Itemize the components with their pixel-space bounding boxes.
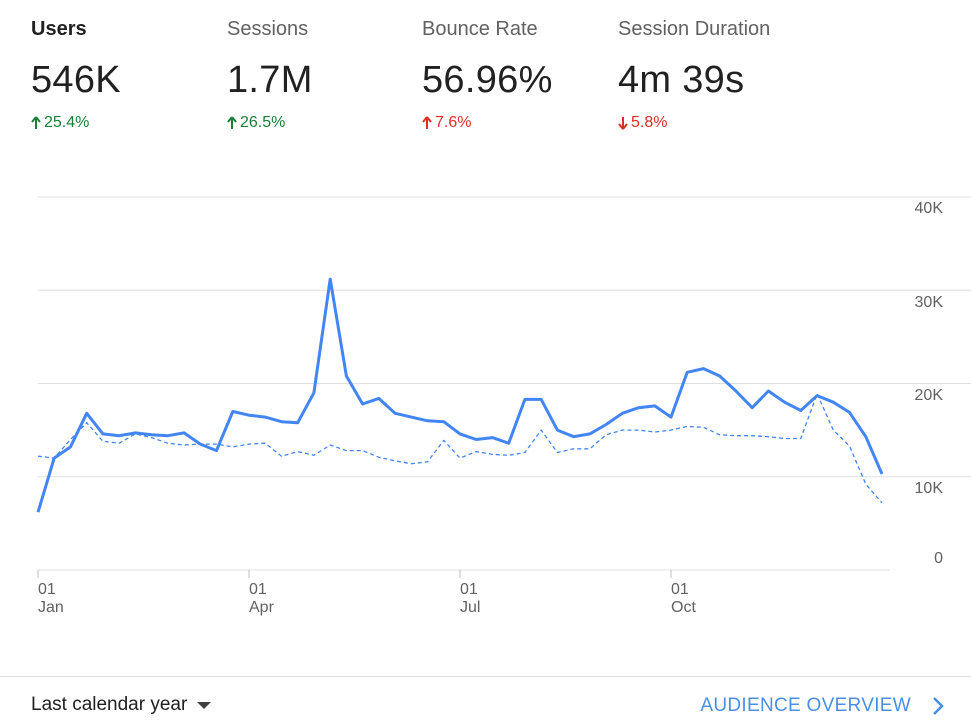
metric-value: 546K xyxy=(31,59,121,101)
metric-label: Sessions xyxy=(227,18,309,40)
metric-change-value: 7.6% xyxy=(435,114,472,131)
y-tick-label: 0 xyxy=(934,550,943,567)
x-tick-month: Oct xyxy=(671,599,696,616)
metric-users[interactable]: Users 546K 25.4% xyxy=(31,16,121,133)
metric-change: 7.6% xyxy=(422,113,553,133)
series-line-current xyxy=(36,277,884,513)
series-line-previous xyxy=(37,393,883,504)
metric-change-value: 5.8% xyxy=(631,114,668,131)
arrow-down-icon xyxy=(618,116,628,130)
x-tick-day: 01 xyxy=(460,581,478,598)
footer-divider xyxy=(0,676,971,677)
audience-overview-label: AUDIENCE OVERVIEW xyxy=(700,695,911,716)
chart-series xyxy=(36,277,884,513)
metric-label: Bounce Rate xyxy=(422,18,538,40)
caret-down-icon xyxy=(197,701,212,709)
metric-value: 1.7M xyxy=(227,59,313,101)
metric-change: 5.8% xyxy=(618,113,770,133)
metric-label: Users xyxy=(31,18,87,40)
date-range-dropdown[interactable]: Last calendar year xyxy=(31,694,212,716)
x-tick-month: Jan xyxy=(38,599,64,616)
arrow-up-icon xyxy=(227,116,237,130)
arrow-up-icon xyxy=(31,116,41,130)
metric-value: 4m 39s xyxy=(618,59,745,101)
x-tick-month: Jul xyxy=(460,599,480,616)
chart-grid xyxy=(38,196,971,571)
y-tick-label: 20K xyxy=(915,387,944,404)
chevron-right-icon xyxy=(933,697,944,715)
date-range-label: Last calendar year xyxy=(31,694,188,715)
metric-bounce-rate[interactable]: Bounce Rate 56.96% 7.6% xyxy=(422,16,553,133)
metric-change: 25.4% xyxy=(31,113,121,133)
x-tick-day: 01 xyxy=(38,581,56,598)
metric-change-value: 25.4% xyxy=(44,114,90,131)
audience-overview-link[interactable]: AUDIENCE OVERVIEW xyxy=(700,695,947,717)
arrow-up-icon xyxy=(422,116,432,130)
metric-change-value: 26.5% xyxy=(240,114,286,131)
metric-label: Session Duration xyxy=(618,18,771,40)
metric-value: 56.96% xyxy=(422,59,553,101)
metrics-bar: Users 546K 25.4% Sessions 1.7M 26.5% Bou… xyxy=(0,0,971,140)
y-tick-label: 30K xyxy=(915,294,944,311)
x-tick-day: 01 xyxy=(249,581,267,598)
metric-change: 26.5% xyxy=(227,113,313,133)
y-axis: 40K 30K 20K 10K 0 xyxy=(915,200,944,567)
metric-session-duration[interactable]: Session Duration 4m 39s 5.8% xyxy=(618,16,770,133)
x-tick-day: 01 xyxy=(671,581,689,598)
x-tick-month: Apr xyxy=(249,599,275,616)
y-tick-label: 10K xyxy=(915,480,944,497)
metric-sessions[interactable]: Sessions 1.7M 26.5% xyxy=(227,16,313,133)
y-tick-label: 40K xyxy=(915,200,944,217)
